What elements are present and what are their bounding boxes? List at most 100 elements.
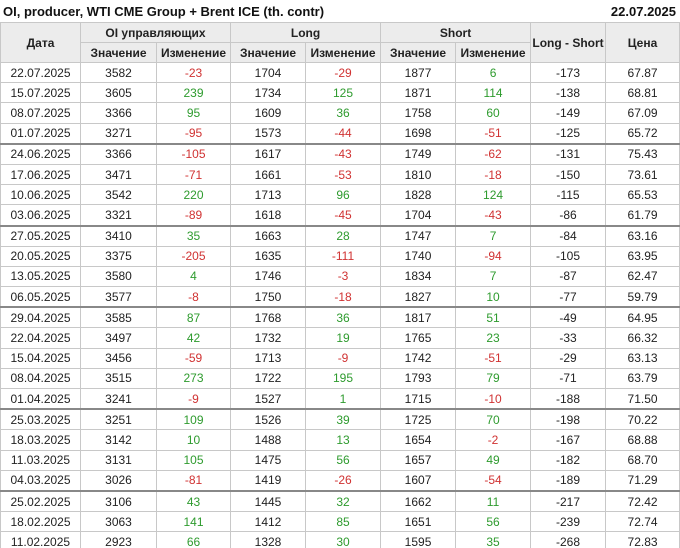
table-cell: 3106 (80, 489, 157, 513)
table-cell: 239 (155, 82, 232, 104)
table-cell: -18 (305, 286, 382, 308)
table-cell: -89 (155, 204, 232, 226)
table-cell: 18.03.2025 (0, 429, 81, 451)
table-cell: -182 (530, 449, 607, 471)
table-row: 24.06.2025 3366 -105 1617 -43 1749 -62 -131 75.4… (0, 142, 680, 165)
table-cell: 1488 (230, 429, 307, 451)
table-cell: 56 (455, 511, 532, 533)
table-cell: 22.07.2025 (0, 61, 81, 84)
table-cell: 96 (305, 184, 382, 206)
table-cell: -33 (530, 327, 607, 349)
table-cell: 1713 (230, 184, 307, 206)
table-cell: 65.53 (605, 184, 680, 206)
table-row: 04.03.2025 3026 -81 1419 -26 1607 -54 -189 71.29 (0, 469, 680, 492)
table-cell: 11 (455, 489, 532, 513)
table-cell: 1713 (230, 347, 307, 369)
table-cell: 11.03.2025 (0, 449, 81, 471)
table-cell: 1412 (230, 511, 307, 533)
table-cell: 1661 (230, 163, 307, 186)
table-cell: 87 (155, 306, 232, 329)
table-cell: 3366 (80, 142, 157, 165)
table-cell: 63.13 (605, 347, 680, 369)
table-row: 03.06.2025 3321 -89 1618 -45 1704 -43 -86 61.79 (0, 204, 680, 226)
table-cell: -43 (305, 142, 382, 165)
table-cell: -86 (530, 204, 607, 226)
column-header: Значение (80, 42, 157, 63)
table-cell: -94 (455, 245, 532, 267)
table-cell: 1740 (380, 245, 457, 267)
table-cell: 85 (305, 511, 382, 533)
table-cell: -115 (530, 184, 607, 206)
table-cell: 1871 (380, 82, 457, 104)
table-row: 18.02.2025 3063 141 1412 85 1651 56 -239 72.74 (0, 511, 680, 533)
table-cell: 1609 (230, 102, 307, 124)
table-row: 01.04.2025 3241 -9 1527 1 1715 -10 -188 71.50 (0, 388, 680, 410)
group-header: OI управляющих (79, 22, 232, 43)
table-cell: -111 (305, 245, 382, 267)
table-cell: -8 (155, 286, 232, 308)
table-cell: 72.74 (605, 511, 680, 533)
table-cell: 79 (455, 367, 532, 390)
table-cell: 63.79 (605, 367, 680, 390)
table-cell: 75.43 (605, 142, 680, 165)
table-row: 25.02.2025 3106 43 1445 32 1662 11 -217 72.42 (0, 489, 680, 513)
table-cell: -2 (455, 429, 532, 451)
table-cell: -53 (305, 163, 382, 186)
table-cell: -29 (305, 61, 382, 84)
table-cell: 1635 (230, 245, 307, 267)
table-cell: 68.70 (605, 449, 680, 471)
table-cell: 3026 (80, 469, 157, 492)
table-cell: -87 (530, 265, 607, 288)
table-cell: 23 (455, 327, 532, 349)
table-row: 11.02.2025 2923 66 1328 30 1595 35 -268 72.83 (0, 531, 680, 548)
header-row: Дата OI управляющих Long Short Long - Sh… (0, 22, 680, 63)
table-row: 17.06.2025 3471 -71 1661 -53 1810 -18 -150 73.61 (0, 163, 680, 186)
table-body: 22.07.2025 3582 -23 1704 -29 1877 6 -173 67.87 15… (0, 61, 680, 548)
table-cell: 1768 (230, 306, 307, 329)
table-cell: 125 (305, 82, 382, 104)
table-cell: -44 (305, 122, 382, 145)
table-cell: 273 (155, 367, 232, 390)
table-row: 13.05.2025 3580 4 1746 -3 1834 7 -87 62.47 (0, 265, 680, 288)
table-cell: 1573 (230, 122, 307, 145)
table-cell: -205 (155, 245, 232, 267)
table-cell: -150 (530, 163, 607, 186)
table-cell: 1746 (230, 265, 307, 288)
table-cell: 3456 (80, 347, 157, 369)
table-cell: -43 (455, 204, 532, 226)
table-cell: 1747 (380, 224, 457, 247)
table-cell: 3241 (80, 388, 157, 410)
group-header: Long (230, 22, 382, 43)
table-cell: 24.06.2025 (0, 142, 81, 165)
table-cell: 17.06.2025 (0, 163, 81, 186)
table-cell: 13.05.2025 (0, 265, 81, 288)
table-cell: 30 (305, 531, 382, 548)
table-cell: -217 (530, 489, 607, 513)
table-cell: 08.07.2025 (0, 102, 81, 124)
table-row: 15.04.2025 3456 -59 1713 -9 1742 -51 -29 63.13 (0, 347, 680, 369)
table-cell: 141 (155, 511, 232, 533)
table-cell: 39 (305, 408, 382, 431)
table-cell: 3542 (80, 184, 157, 206)
table-cell: 1657 (380, 449, 457, 471)
table-cell: 1732 (230, 327, 307, 349)
table-cell: 01.07.2025 (0, 122, 81, 145)
title: OI, producer, WTI CME Group + Brent ICE … (3, 3, 325, 19)
table-cell: -167 (530, 429, 607, 451)
table-cell: 06.05.2025 (0, 286, 81, 308)
table-cell: 51 (455, 306, 532, 329)
report-date: 22.07.2025 (610, 3, 676, 19)
table-cell: -71 (155, 163, 232, 186)
table-cell: -54 (455, 469, 532, 492)
table-cell: -51 (455, 122, 532, 145)
table-cell: 15.07.2025 (0, 82, 81, 104)
table-cell: 66 (155, 531, 232, 548)
table-cell: 220 (155, 184, 232, 206)
table-cell: 59.79 (605, 286, 680, 308)
table-cell: 10 (155, 429, 232, 451)
table-cell: 63.16 (605, 224, 680, 247)
table-cell: 1419 (230, 469, 307, 492)
table-cell: 1526 (230, 408, 307, 431)
table-cell: 61.79 (605, 204, 680, 226)
